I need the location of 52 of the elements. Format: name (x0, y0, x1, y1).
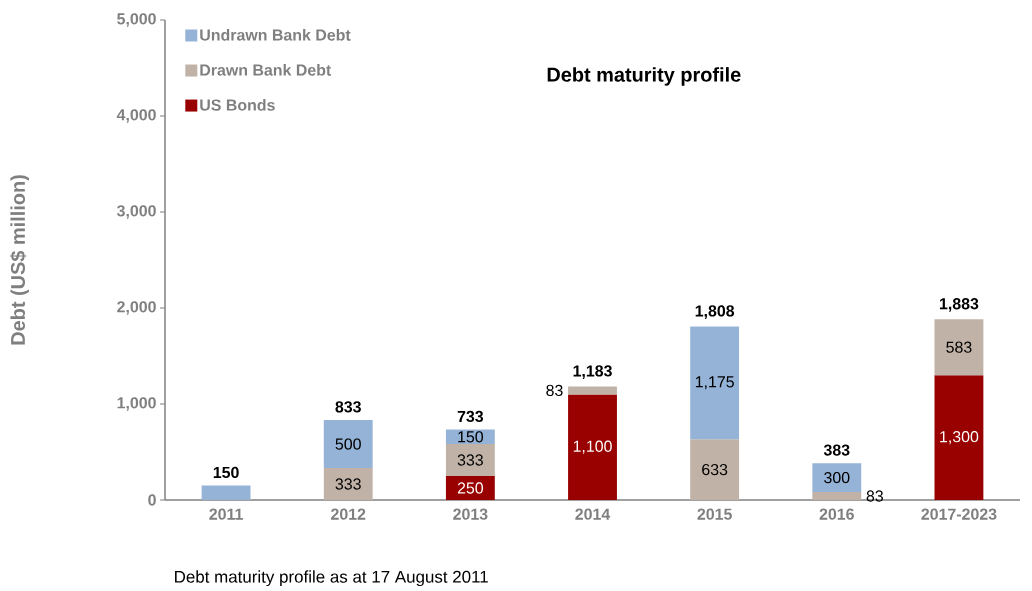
x-tick-label: 2016 (819, 508, 854, 520)
x-tick-label: 2012 (331, 508, 366, 520)
total-label: 833 (335, 401, 361, 413)
y-tick-label: 1,000 (117, 397, 156, 411)
bar (690, 439, 740, 500)
text: Debt maturity profile (547, 67, 741, 86)
total-label: 150 (213, 466, 239, 479)
data-label: 633 (702, 463, 728, 476)
data-label: 83 (546, 384, 563, 397)
x-tick-label: 2015 (697, 508, 732, 520)
bar (445, 475, 495, 500)
data-label: 333 (457, 454, 483, 466)
total-label: 733 (457, 410, 484, 423)
data-label: 333 (335, 478, 361, 490)
data-label: 500 (335, 438, 361, 450)
bar (812, 463, 862, 493)
data-label: 300 (824, 471, 850, 484)
data-label: 250 (457, 482, 484, 494)
y-tick-label: 3,000 (116, 205, 156, 219)
x-tick-label: 2013 (453, 508, 488, 520)
data-label: 1,300 (940, 431, 979, 445)
legend-label: Undrawn Bank Debt (200, 28, 351, 41)
data-label: 583 (946, 341, 972, 353)
y-tick-label: 0 (148, 494, 156, 506)
y-tick-label: 4,000 (116, 109, 156, 123)
bar (690, 326, 740, 440)
data-label: 83 (866, 490, 883, 502)
x-tick-label: 2014 (575, 508, 611, 520)
x-tick-label: 2017-2023 (921, 508, 997, 520)
data-label: 150 (458, 431, 484, 443)
bar (323, 468, 373, 500)
y-axis-title: Debt (US$ million) (10, 175, 29, 345)
x-tick-label: 2011 (209, 508, 243, 520)
bar (934, 375, 984, 500)
bar (568, 386, 617, 395)
y-tick-label: 5,000 (117, 13, 156, 27)
text: Debt maturity profile as at 17 August 2011 (175, 570, 488, 587)
total-label: 1,808 (695, 305, 735, 319)
bar (568, 394, 617, 500)
total-label: 383 (823, 444, 850, 456)
data-label: 1,175 (695, 376, 734, 390)
bar (934, 319, 984, 376)
legend-label: US Bonds (200, 99, 275, 111)
bar (323, 420, 373, 469)
total-label: 1,183 (573, 365, 612, 379)
data-label: 1,100 (573, 440, 612, 454)
legend-label: Drawn Bank Debt (200, 64, 332, 76)
total-label: 1,883 (939, 298, 979, 312)
y-tick-label: 2,000 (117, 301, 156, 315)
bar (812, 492, 862, 500)
bar (445, 444, 495, 476)
bar (201, 485, 251, 500)
